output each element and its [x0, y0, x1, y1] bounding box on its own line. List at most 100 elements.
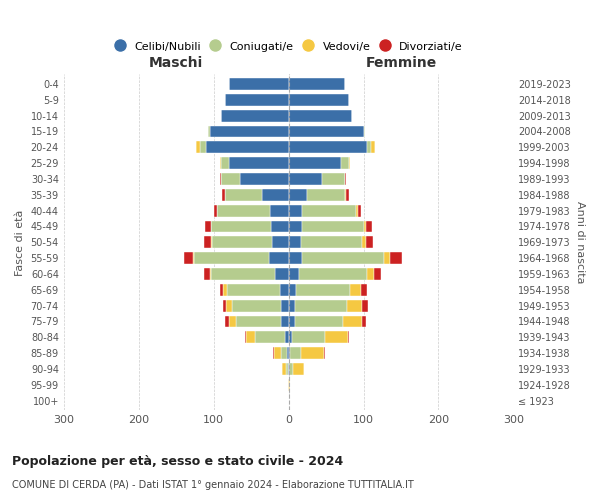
Bar — [299, 268, 367, 280]
Bar — [289, 94, 349, 106]
Bar — [285, 332, 289, 343]
Text: Maschi: Maschi — [149, 56, 203, 70]
Bar — [275, 268, 289, 280]
Bar — [301, 236, 362, 248]
Bar — [302, 252, 385, 264]
Bar — [361, 284, 367, 296]
Bar — [270, 204, 289, 216]
Bar — [289, 284, 296, 296]
Bar — [289, 363, 293, 375]
Bar — [289, 78, 345, 90]
Bar — [367, 142, 371, 154]
Bar — [229, 316, 236, 328]
Bar — [246, 332, 255, 343]
Bar — [289, 379, 290, 390]
Bar — [290, 347, 301, 359]
Bar — [221, 173, 240, 185]
Bar — [362, 300, 368, 312]
Bar — [296, 284, 350, 296]
Bar — [282, 363, 286, 375]
Bar — [322, 173, 345, 185]
Bar — [271, 220, 289, 232]
Bar — [364, 220, 366, 232]
Bar — [289, 126, 364, 138]
Bar — [345, 173, 346, 185]
Bar — [220, 173, 221, 185]
Bar — [206, 142, 289, 154]
Bar — [348, 332, 349, 343]
Bar — [289, 220, 302, 232]
Bar — [358, 204, 361, 216]
Bar — [289, 204, 302, 216]
Bar — [222, 189, 225, 201]
Bar — [269, 252, 289, 264]
Bar — [349, 157, 350, 169]
Bar — [341, 157, 349, 169]
Bar — [292, 332, 325, 343]
Y-axis label: Anni di nascita: Anni di nascita — [575, 201, 585, 283]
Bar — [356, 204, 358, 216]
Bar — [281, 316, 289, 328]
Bar — [345, 189, 346, 201]
Bar — [229, 78, 289, 90]
Bar — [301, 347, 324, 359]
Bar — [208, 126, 210, 138]
Bar — [374, 268, 382, 280]
Bar — [245, 332, 246, 343]
Bar — [289, 157, 341, 169]
Bar — [221, 110, 289, 122]
Bar — [236, 316, 281, 328]
Bar — [289, 236, 301, 248]
Legend: Celibi/Nubili, Coniugati/e, Vedovi/e, Divorziati/e: Celibi/Nubili, Coniugati/e, Vedovi/e, Di… — [110, 36, 467, 56]
Bar — [280, 284, 289, 296]
Bar — [289, 189, 307, 201]
Bar — [200, 142, 206, 154]
Bar — [227, 284, 280, 296]
Bar — [214, 204, 217, 216]
Bar — [196, 142, 200, 154]
Bar — [289, 300, 295, 312]
Bar — [205, 220, 211, 232]
Bar — [366, 236, 373, 248]
Text: COMUNE DI CERDA (PA) - Dati ISTAT 1° gennaio 2024 - Elaborazione TUTTITALIA.IT: COMUNE DI CERDA (PA) - Dati ISTAT 1° gen… — [12, 480, 414, 490]
Bar — [221, 157, 229, 169]
Bar — [194, 252, 269, 264]
Bar — [225, 189, 262, 201]
Text: Popolazione per età, sesso e stato civile - 2024: Popolazione per età, sesso e stato civil… — [12, 455, 343, 468]
Bar — [295, 316, 343, 328]
Bar — [281, 300, 289, 312]
Bar — [204, 268, 210, 280]
Bar — [364, 126, 365, 138]
Bar — [210, 268, 211, 280]
Bar — [226, 300, 232, 312]
Bar — [211, 268, 275, 280]
Bar — [325, 332, 348, 343]
Bar — [289, 173, 322, 185]
Bar — [289, 252, 302, 264]
Bar — [220, 157, 221, 169]
Text: Femmine: Femmine — [365, 56, 437, 70]
Bar — [210, 126, 289, 138]
Bar — [289, 142, 367, 154]
Bar — [240, 173, 289, 185]
Bar — [307, 189, 345, 201]
Bar — [289, 347, 290, 359]
Bar — [272, 236, 289, 248]
Bar — [225, 316, 229, 328]
Bar — [287, 347, 289, 359]
Bar — [367, 268, 374, 280]
Bar — [289, 332, 292, 343]
Bar — [324, 347, 325, 359]
Bar — [211, 236, 212, 248]
Bar — [362, 316, 366, 328]
Bar — [366, 220, 372, 232]
Bar — [289, 316, 295, 328]
Bar — [286, 363, 288, 375]
Bar — [184, 252, 193, 264]
Bar — [262, 189, 289, 201]
Bar — [211, 220, 271, 232]
Bar — [204, 236, 211, 248]
Bar — [255, 332, 285, 343]
Bar — [274, 347, 281, 359]
Bar — [346, 189, 349, 201]
